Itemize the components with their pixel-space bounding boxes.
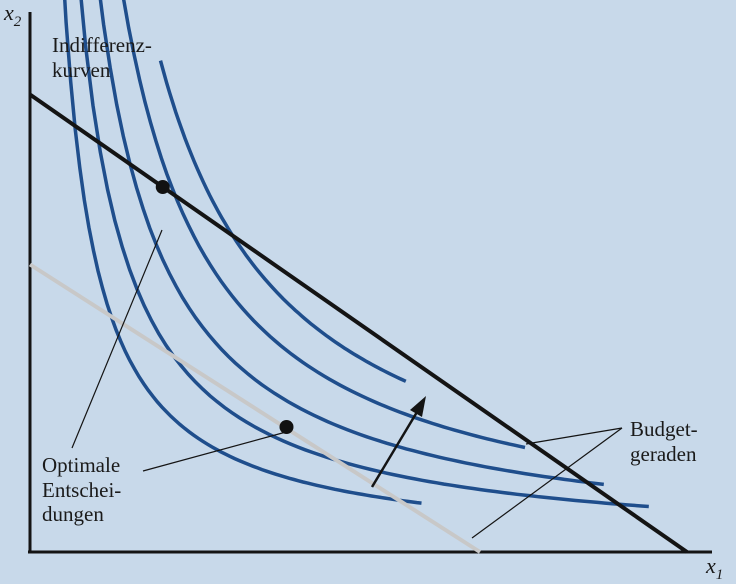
budget-leader-line-new [525, 427, 623, 445]
budget-line-new [28, 92, 689, 554]
optimal-label-3: dungen [42, 502, 104, 526]
indifference-curve-1 [63, 0, 422, 505]
budget-label-2: geraden [630, 442, 697, 466]
optimal-points [155, 180, 294, 434]
indifference-curves [63, 0, 649, 509]
indifference-curve-4 [121, 0, 526, 450]
budget-leader-line-old [471, 427, 623, 539]
optimal-label-2: Entschei- [42, 478, 121, 502]
x-axis-label: x1 [705, 553, 723, 583]
optimal-leader-line-lower [142, 431, 287, 472]
optimal-point-2 [155, 180, 170, 194]
y-axis-label: x2 [3, 0, 22, 30]
indifference-curve-3 [98, 0, 605, 487]
budget-shift-arrow [370, 396, 426, 488]
indifference-label-2: kurven [52, 58, 111, 82]
optimal-label-1: Optimale [42, 453, 120, 477]
budget-lines [28, 92, 689, 554]
budget-label-1: Budget- [630, 417, 698, 441]
indifference-label: Indifferenz- [52, 33, 152, 57]
optimal-leader-line-upper [71, 229, 163, 449]
optimal-point-1 [279, 420, 294, 434]
budget-line-old [28, 262, 482, 554]
indifference-curve-2 [79, 0, 649, 509]
indifference-curve-5 [158, 60, 407, 383]
